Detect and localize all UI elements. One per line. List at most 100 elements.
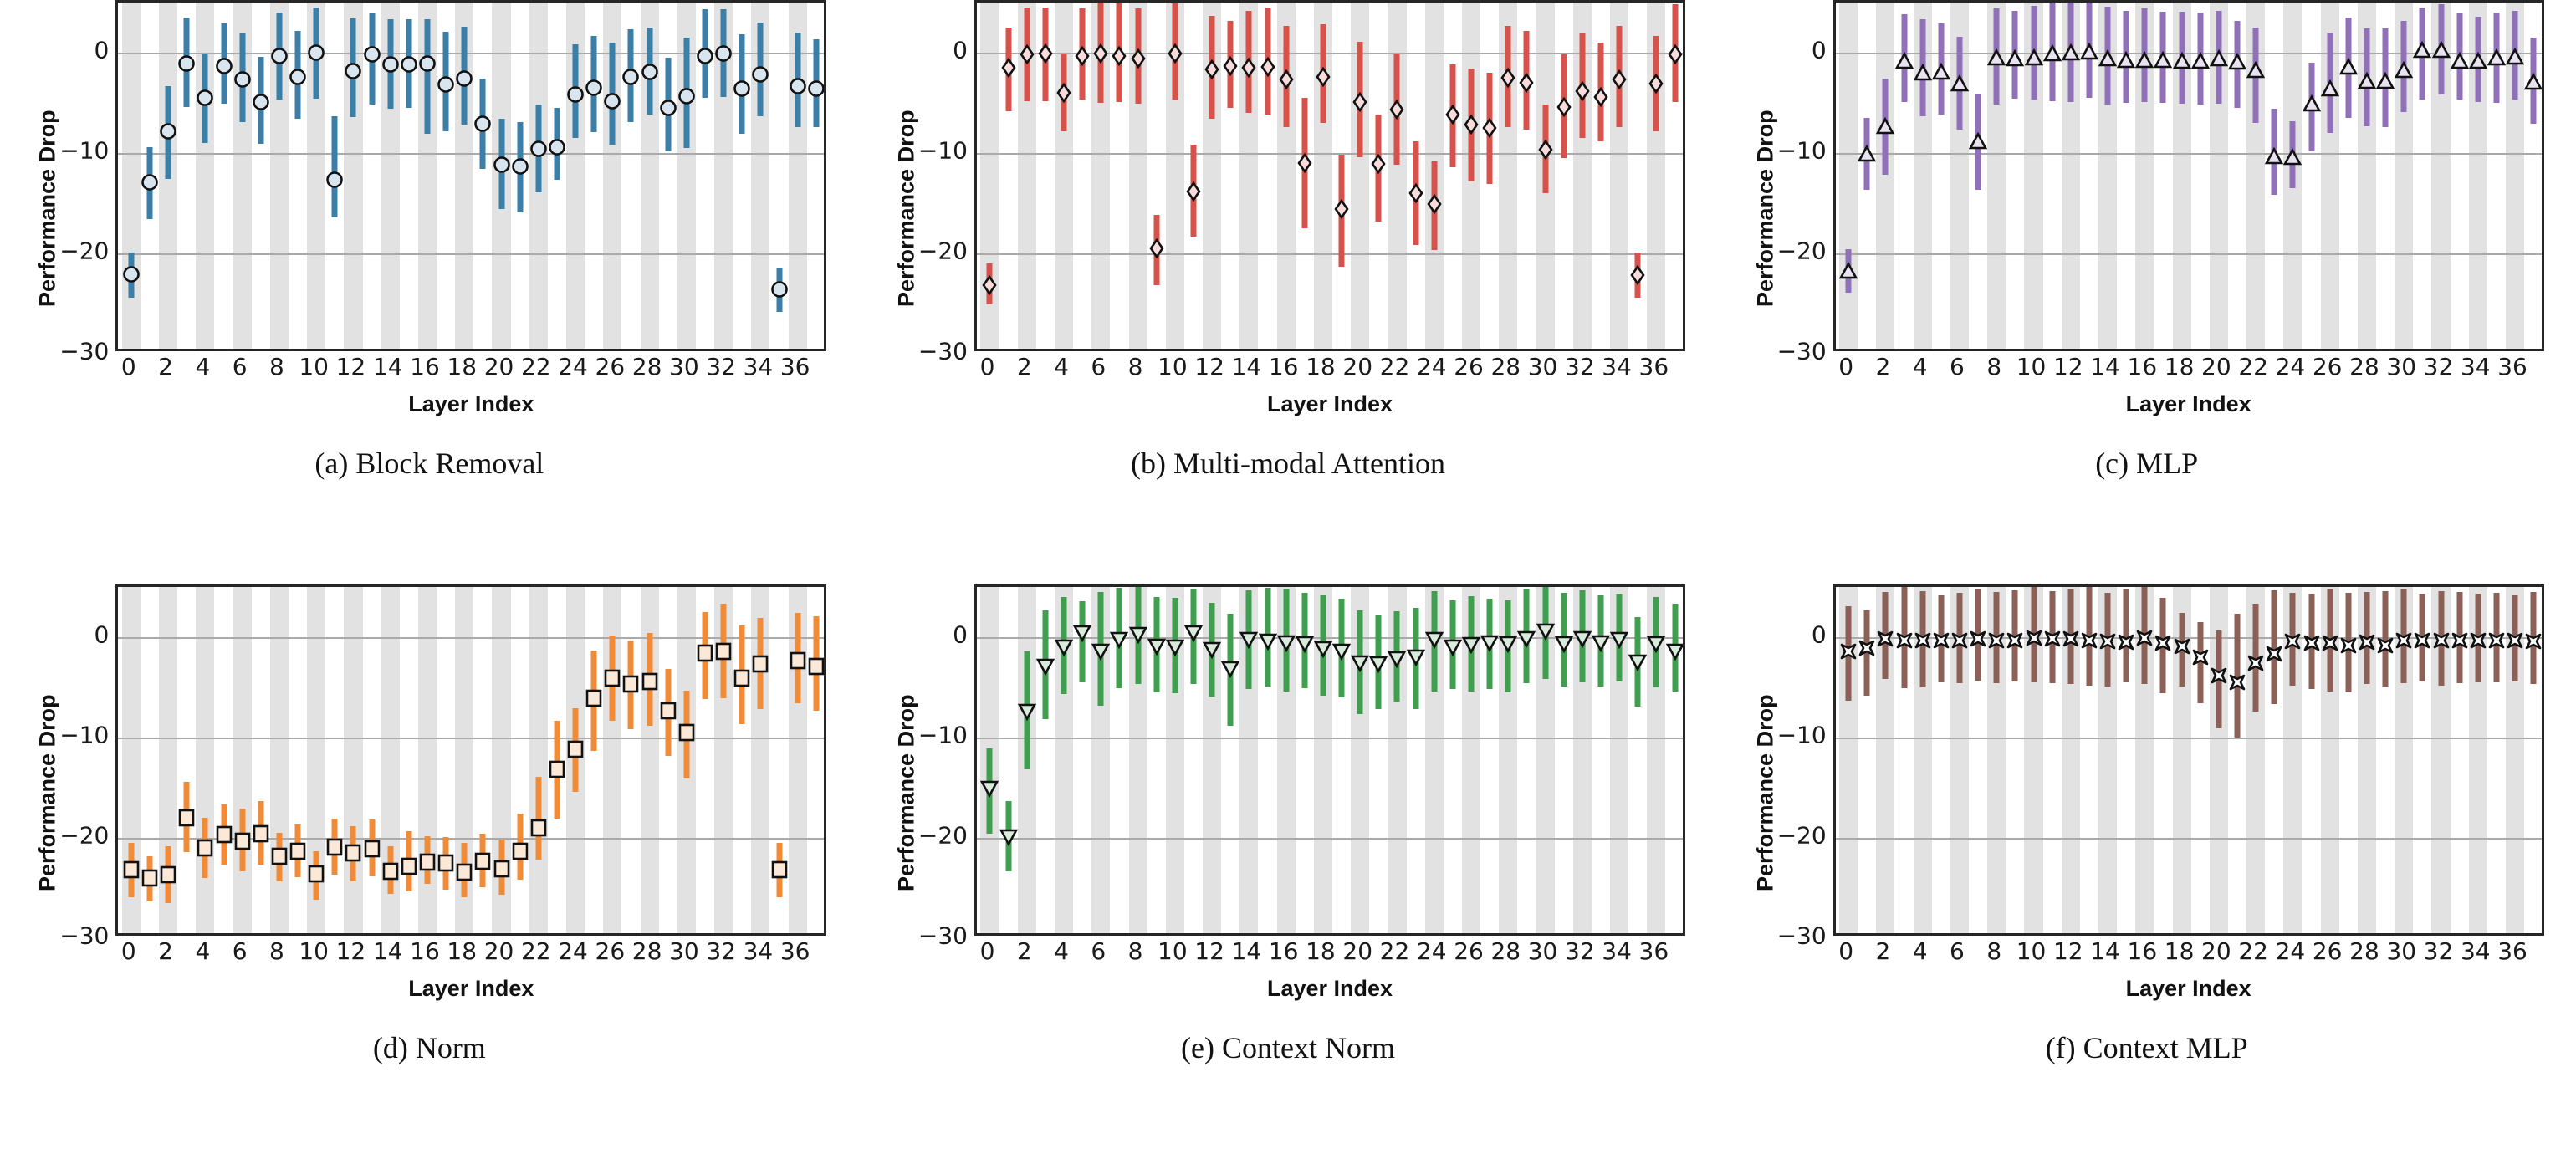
y-tick-label: −30 <box>59 921 110 950</box>
x-tick-label: 18 <box>1306 937 1336 965</box>
x-tick-label: 0 <box>979 937 995 965</box>
band <box>1091 587 1111 933</box>
panel-caption-b: (b) Multi-modal Attention <box>1131 447 1445 480</box>
band <box>417 3 437 349</box>
figure-row-bottom: Performance Drop 0 −10 −20 −30 0 2 4 6 8 10 12 14 16 1… <box>0 584 2576 1169</box>
x-tick-label: 32 <box>706 353 736 380</box>
x-tick-label: 36 <box>1638 353 1669 380</box>
data-point-marker <box>1329 197 1354 222</box>
data-point-marker <box>1181 179 1206 204</box>
data-point-marker <box>1199 57 1224 82</box>
band <box>1313 3 1332 349</box>
x-tick-label: 6 <box>232 353 248 380</box>
band <box>1239 3 1259 349</box>
data-point-marker <box>1836 639 1861 664</box>
data-point-marker <box>618 671 643 697</box>
y-axis-ticks: 0 −10 −20 −30 <box>59 584 115 950</box>
panel-cell-c: Performance Drop 0 −10 −20 −30 0 2 4 6 8 10 12 14 16 1… <box>1717 0 2576 584</box>
data-point-marker <box>711 41 736 66</box>
x-tick-label: 34 <box>743 353 774 380</box>
band <box>1839 587 1858 933</box>
y-tick-label: −10 <box>59 721 110 749</box>
data-point-marker <box>2262 641 2287 666</box>
x-tick-label: 18 <box>2164 937 2195 965</box>
x-tick-label: 2 <box>1016 353 1032 380</box>
band <box>1128 3 1147 349</box>
x-tick-label: 32 <box>2423 937 2454 965</box>
band <box>2172 3 2191 349</box>
band <box>2098 3 2118 349</box>
data-point-marker <box>1965 626 1991 651</box>
data-point-marker <box>1218 54 1243 79</box>
x-tick-label: 2 <box>158 353 174 380</box>
x-tick-label: 12 <box>2052 937 2083 965</box>
data-point-marker <box>977 273 1002 298</box>
y-tick-label: −30 <box>917 337 968 365</box>
x-tick-label: 12 <box>335 937 366 965</box>
data-point-marker <box>2429 628 2454 653</box>
x-tick-label: 20 <box>2201 937 2231 965</box>
data-point-marker <box>1440 634 1465 659</box>
alternating-bands <box>1836 3 2542 349</box>
data-point-marker <box>1292 151 1317 176</box>
data-point-marker <box>1551 630 1577 656</box>
data-point-marker <box>192 85 217 110</box>
data-point-marker <box>489 152 514 177</box>
data-point-marker <box>267 844 292 869</box>
data-point-marker <box>2225 50 2250 75</box>
data-point-marker <box>544 135 570 160</box>
x-tick-label: 10 <box>299 353 329 380</box>
data-point-marker <box>1292 630 1317 656</box>
panel-caption-d: (d) Norm <box>372 1031 486 1064</box>
data-point-marker <box>396 52 422 77</box>
data-point-marker <box>360 836 385 861</box>
x-tick-label: 26 <box>1454 937 1484 965</box>
data-point-marker <box>2002 47 2027 72</box>
x-tick-label: 14 <box>1231 353 1262 380</box>
panel-caption-e: (e) Context Norm <box>1181 1031 1395 1064</box>
x-tick-label: 0 <box>120 353 136 380</box>
gridline <box>118 153 825 155</box>
data-point-marker <box>340 59 365 84</box>
data-point-marker <box>1311 636 1336 661</box>
data-point-marker <box>212 54 237 79</box>
data-point-marker <box>2243 59 2268 84</box>
x-tick-label: 16 <box>2127 353 2158 380</box>
x-tick-label: 28 <box>2349 353 2379 380</box>
gridline <box>118 637 825 639</box>
data-point-marker <box>1199 636 1224 661</box>
alternating-bands <box>977 587 1683 933</box>
x-tick-label: 16 <box>410 937 440 965</box>
data-point-marker <box>2466 628 2491 653</box>
data-point-marker <box>378 859 403 884</box>
data-point-marker <box>656 698 681 723</box>
gridline <box>1835 838 2542 840</box>
plot-area-b <box>974 0 1685 351</box>
x-axis-ticks: 0 2 4 6 8 10 12 14 16 18 20 22 24 26 28 30 32 34 36 <box>115 936 826 974</box>
band <box>121 3 141 349</box>
data-point-marker <box>1144 633 1169 658</box>
band <box>1313 587 1332 933</box>
y-axis-ticks: 0 −10 −20 −30 <box>1777 584 1833 950</box>
band <box>1572 587 1592 933</box>
data-point-marker <box>1070 620 1095 645</box>
data-point-marker <box>2132 625 2157 651</box>
band <box>2061 587 2080 933</box>
band <box>2431 3 2451 349</box>
x-tick-label: 14 <box>2090 353 2120 380</box>
data-point-marker <box>1643 630 1669 656</box>
band <box>2505 587 2525 933</box>
x-tick-label: 36 <box>779 937 810 965</box>
data-point-marker <box>2188 49 2213 74</box>
x-tick-label: 16 <box>2127 937 2158 965</box>
x-tick-label: 18 <box>1306 353 1336 380</box>
band <box>1913 587 1932 933</box>
data-point-marker <box>1947 72 1972 97</box>
x-tick-label: 18 <box>2164 353 2195 380</box>
x-tick-label: 36 <box>2497 353 2527 380</box>
data-point-marker <box>804 654 825 679</box>
data-point-marker <box>1440 102 1465 127</box>
x-tick-label: 14 <box>1231 937 1262 965</box>
data-point-marker <box>637 669 662 694</box>
x-tick-label: 20 <box>1342 937 1373 965</box>
